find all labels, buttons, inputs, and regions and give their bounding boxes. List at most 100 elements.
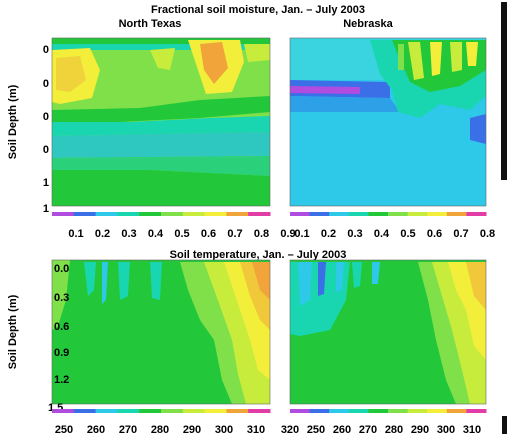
colorbar-tick-label: 0.6 [427, 228, 442, 240]
colorbar-tick-label: 0.4 [148, 228, 164, 240]
ytick-bottom-2: 0.6 [54, 321, 69, 333]
colorbar-tick-label: 0.7 [453, 228, 468, 240]
frame-temp-right [289, 259, 487, 405]
colorbar-segment [182, 212, 206, 216]
colorbar-segment [161, 409, 184, 413]
edge-decoration-top [501, 2, 507, 180]
colorbar-segment [248, 409, 271, 413]
ytick-bottom-3: 0.9 [54, 347, 69, 359]
frame-nebraska [289, 37, 487, 207]
colorbar-bottom-left [52, 409, 271, 413]
top-figure-title: Fractional soil moisture, Jan. – July 20… [151, 4, 365, 16]
colorbar-segment [182, 409, 206, 413]
ytick-top-4: 1 [43, 177, 49, 189]
colorbar-ticks-top-right: 0.1 0.2 0.3 0.4 0.5 0.6 0.7 0.8 [294, 228, 495, 240]
frame-north-texas [51, 37, 271, 207]
colorbar-tick-label: 0.7 [227, 228, 242, 240]
colorbar-segment [139, 409, 162, 413]
colorbar-top-left [52, 212, 271, 216]
heatmap-temp-left [52, 260, 270, 404]
colorbar-ticks-bottom-left: 250 260 270 280 290 300 310 [55, 424, 265, 436]
colorbar-segment [309, 409, 330, 413]
colorbar-segment [290, 409, 311, 413]
colorbar-segment [368, 409, 389, 413]
heatmap-temp-right [290, 260, 486, 404]
colorbar-tick-label: 250 [55, 424, 73, 436]
colorbar-tick-label: 280 [385, 424, 403, 436]
colorbar-segment [139, 212, 162, 216]
ytick-top-0: 0 [43, 44, 49, 56]
colorbar-tick-label: 320 [281, 424, 299, 436]
colorbar-segment [309, 212, 330, 216]
ytick-top-1: 0 [43, 78, 49, 90]
subtitle-nebraska: Nebraska [343, 18, 393, 30]
colorbar-tick-label: 0.5 [174, 228, 189, 240]
colorbar-segment [52, 409, 75, 413]
colorbar-tick-label: 0.3 [347, 228, 362, 240]
colorbar-tick-label: 0.2 [95, 228, 110, 240]
colorbar-segment [248, 212, 271, 216]
colorbar-segment [95, 409, 118, 413]
colorbar-segment [427, 409, 448, 413]
colorbar-tick-label: 0.8 [480, 228, 495, 240]
colorbar-segment [73, 409, 97, 413]
colorbar-segment [446, 212, 467, 216]
colorbar-segment [388, 409, 409, 413]
colorbar-segment [290, 212, 311, 216]
colorbar-segment [348, 212, 369, 216]
ytick-top-3: 0 [43, 144, 49, 156]
colorbar-tick-label: 260 [333, 424, 351, 436]
colorbar-tick-label: 0.6 [201, 228, 216, 240]
colorbar-tick-label: 0.1 [68, 228, 83, 240]
colorbar-segment [226, 212, 249, 216]
colorbar-segment [204, 212, 227, 216]
colorbar-tick-label: 0.1 [294, 228, 309, 240]
colorbar-segment [117, 212, 140, 216]
colorbar-segment [117, 409, 140, 413]
colorbar-tick-label: 310 [247, 424, 265, 436]
ytick-top-2: 0 [43, 111, 49, 123]
ylabel-bottom: Soil Depth (m) [7, 294, 19, 369]
heatmap-nebraska [290, 38, 486, 206]
colorbar-segment [73, 212, 97, 216]
colorbar-segment [446, 409, 467, 413]
colorbar-segment [388, 212, 409, 216]
colorbar-tick-label: 270 [119, 424, 137, 436]
colorbar-segment [161, 212, 184, 216]
colorbar-segment [407, 409, 428, 413]
colorbar-tick-label: 270 [359, 424, 377, 436]
colorbar-segment [329, 409, 350, 413]
ylabel-top: Soil Depth (m) [7, 84, 19, 159]
colorbar-tick-label: 0.4 [374, 228, 390, 240]
colorbar-tick-label: 0.5 [400, 228, 415, 240]
subtitle-north-texas: North Texas [119, 18, 182, 30]
colorbar-segment [204, 409, 227, 413]
colorbar-segment [329, 212, 350, 216]
colorbar-segment [407, 212, 428, 216]
ytick-top-5: 1 [43, 203, 49, 215]
colorbar-segment [226, 409, 249, 413]
colorbar-segment [52, 212, 75, 216]
bottom-figure-title: Soil temperature, Jan. – July 2003 [170, 249, 347, 261]
colorbar-tick-label: 250 [307, 424, 325, 436]
colorbar-segment [466, 409, 487, 413]
ytick-bottom-4: 1.2 [54, 374, 69, 386]
colorbar-segment [95, 212, 118, 216]
colorbar-tick-label: 300 [437, 424, 455, 436]
yticks-top: 0 0 0 0 1 1 [43, 44, 49, 215]
colorbar-tick-label: 310 [463, 424, 481, 436]
colorbar-tick-label: 0.8 [254, 228, 269, 240]
colorbar-tick-label: 290 [183, 424, 201, 436]
colorbar-bottom-right [290, 409, 487, 413]
edge-decoration-bottom [502, 416, 507, 434]
colorbar-tick-label: 260 [87, 424, 105, 436]
colorbar-tick-label: 0.9 [280, 228, 295, 240]
colorbar-ticks-bottom-right: 320 250 260 270 280 290 300 310 [281, 424, 481, 436]
colorbar-segment [368, 212, 389, 216]
colorbar-segment [466, 212, 487, 216]
ytick-bottom-1: 0.3 [54, 292, 69, 304]
colorbar-ticks-top-left: 0.1 0.2 0.3 0.4 0.5 0.6 0.7 0.8 0.9 [68, 228, 295, 240]
colorbar-tick-label: 0.2 [321, 228, 336, 240]
colorbar-top-right [290, 212, 487, 216]
